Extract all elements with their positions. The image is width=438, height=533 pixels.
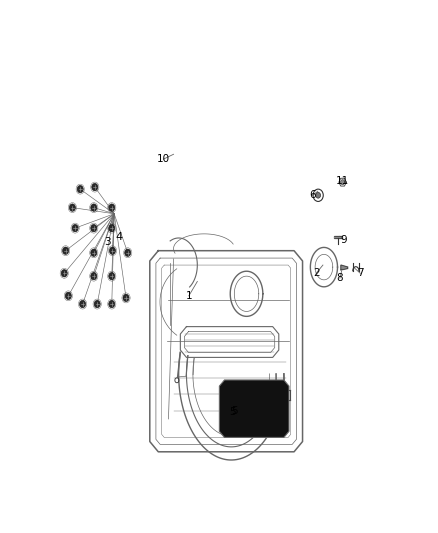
Text: 10: 10	[157, 154, 170, 164]
Circle shape	[61, 270, 67, 277]
Circle shape	[92, 183, 98, 191]
Text: 4: 4	[115, 232, 122, 242]
Circle shape	[91, 204, 97, 211]
Circle shape	[80, 301, 86, 308]
Circle shape	[109, 272, 115, 280]
Circle shape	[63, 247, 69, 254]
Circle shape	[91, 224, 97, 232]
Circle shape	[72, 224, 78, 232]
Circle shape	[341, 180, 345, 184]
Circle shape	[125, 249, 131, 256]
Circle shape	[110, 247, 116, 254]
Circle shape	[65, 292, 71, 300]
Polygon shape	[341, 265, 348, 270]
Circle shape	[69, 204, 75, 211]
Text: 6: 6	[309, 190, 316, 200]
Text: 11: 11	[336, 176, 349, 186]
Text: 9: 9	[340, 235, 346, 245]
Circle shape	[123, 294, 129, 302]
Text: 5: 5	[231, 406, 238, 416]
Polygon shape	[219, 380, 289, 438]
Text: 1: 1	[186, 291, 192, 301]
Circle shape	[91, 249, 97, 256]
Circle shape	[109, 301, 115, 308]
Text: 7: 7	[357, 268, 364, 278]
Text: 3: 3	[104, 238, 111, 247]
Circle shape	[109, 204, 115, 211]
Circle shape	[77, 185, 83, 193]
Text: 5: 5	[230, 407, 236, 417]
Circle shape	[316, 192, 321, 198]
Circle shape	[109, 224, 115, 232]
Circle shape	[91, 272, 97, 280]
Circle shape	[94, 301, 100, 308]
Text: 2: 2	[313, 268, 319, 278]
Text: 8: 8	[336, 273, 343, 283]
Polygon shape	[334, 236, 342, 238]
